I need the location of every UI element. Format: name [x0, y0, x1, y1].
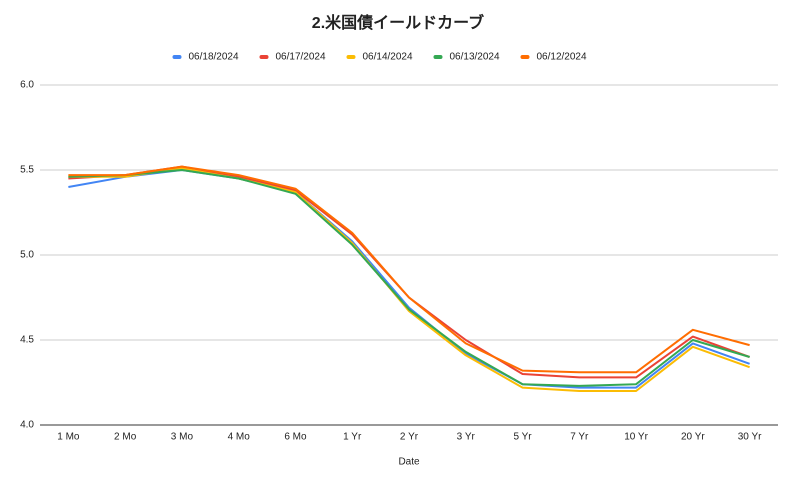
- x-tick-label: 10 Yr: [624, 432, 648, 443]
- x-tick-label: 3 Mo: [171, 432, 194, 443]
- legend-label: 06/12/2024: [537, 52, 587, 63]
- y-tick-label: 5.0: [20, 250, 34, 261]
- legend-swatch: [259, 55, 269, 59]
- legend-label: 06/13/2024: [450, 52, 500, 63]
- x-tick-label: 2 Yr: [400, 432, 419, 443]
- x-tick-label: 2 Mo: [114, 432, 137, 443]
- x-tick-label: 4 Mo: [228, 432, 251, 443]
- series-line: [68, 169, 750, 389]
- y-tick-label: 4.5: [20, 335, 34, 346]
- legend-swatch: [172, 55, 182, 59]
- legend-label: 06/14/2024: [363, 52, 413, 63]
- legend-swatch: [520, 55, 530, 59]
- x-tick-label: 1 Yr: [343, 432, 362, 443]
- legend-swatch: [346, 55, 356, 59]
- series-line: [68, 165, 750, 379]
- x-axis-label: Date: [398, 457, 420, 468]
- x-tick-label: 7 Yr: [570, 432, 589, 443]
- x-tick-label: 6 Mo: [284, 432, 307, 443]
- x-tick-label: 30 Yr: [738, 432, 762, 443]
- x-tick-label: 5 Yr: [513, 432, 532, 443]
- y-tick-label: 6.0: [20, 80, 34, 91]
- series-line: [68, 167, 750, 392]
- x-tick-label: 1 Mo: [57, 432, 80, 443]
- legend-swatch: [433, 55, 443, 59]
- series-line: [68, 169, 750, 387]
- chart-title: 2.米国債イールドカーブ: [312, 13, 484, 32]
- y-tick-label: 4.0: [20, 420, 34, 431]
- legend-label: 06/18/2024: [189, 52, 239, 63]
- legend-label: 06/17/2024: [276, 52, 326, 63]
- x-tick-label: 20 Yr: [681, 432, 705, 443]
- series-line: [68, 165, 750, 374]
- x-tick-label: 3 Yr: [457, 432, 476, 443]
- y-tick-label: 5.5: [20, 165, 34, 176]
